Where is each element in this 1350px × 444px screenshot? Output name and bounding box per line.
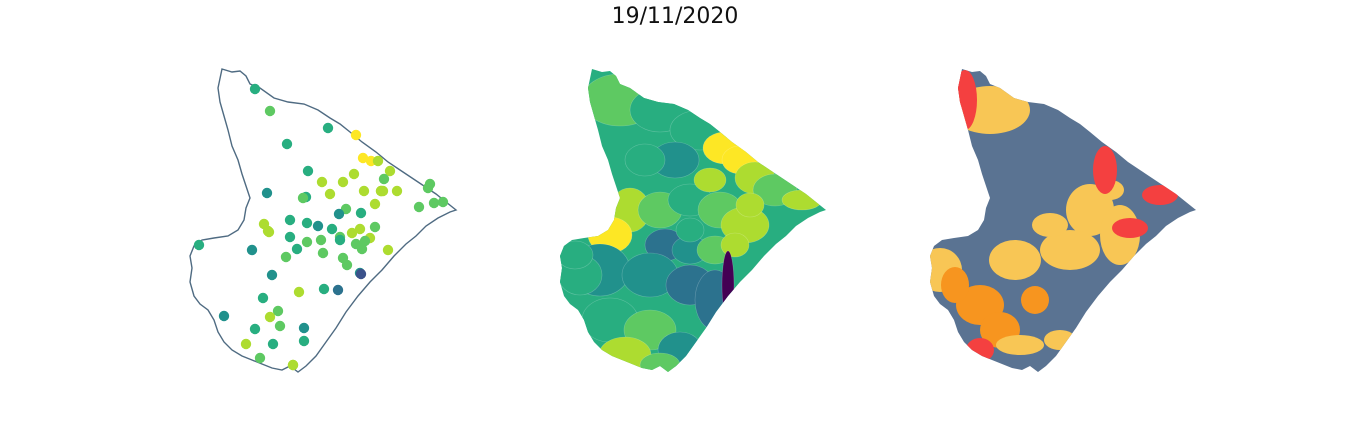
station-point: [334, 234, 346, 246]
municipality-region: [560, 240, 594, 270]
station-point: [346, 227, 358, 239]
station-point: [302, 165, 314, 177]
points-map: [189, 68, 458, 373]
station-point: [369, 221, 381, 233]
station-point: [332, 284, 344, 296]
station-point: [378, 173, 390, 185]
station-point: [298, 322, 310, 334]
station-point: [240, 338, 252, 350]
station-point: [264, 105, 276, 117]
station-point: [315, 234, 327, 246]
municipality-class-region: [953, 70, 977, 130]
station-point: [350, 129, 362, 141]
station-point: [341, 259, 353, 271]
municipality-class-region: [966, 338, 994, 362]
station-point: [356, 243, 368, 255]
municipality-region: [781, 189, 823, 211]
municipality-class-region: [941, 267, 969, 303]
station-point: [422, 182, 434, 194]
municipality-class-region: [1032, 213, 1068, 237]
station-point: [359, 235, 371, 247]
station-point: [272, 305, 284, 317]
station-point: [193, 239, 205, 251]
station-point: [369, 198, 381, 210]
class-map: [930, 69, 1196, 372]
station-point: [264, 311, 276, 323]
station-point: [354, 223, 366, 235]
municipality-region: [720, 232, 750, 258]
station-point: [281, 138, 293, 150]
points-map-panel: [180, 60, 470, 390]
station-point: [266, 269, 278, 281]
station-point: [293, 286, 305, 298]
station-point: [337, 176, 349, 188]
municipality-region: [693, 167, 727, 193]
station-point: [261, 187, 273, 199]
municipality-layer: [560, 69, 826, 372]
station-point: [413, 201, 425, 213]
municipality-region: [721, 250, 735, 320]
station-point: [355, 207, 367, 219]
municipality-class-layer: [930, 69, 1196, 372]
class-map-panel: [920, 60, 1210, 390]
station-point: [317, 247, 329, 259]
station-point: [316, 176, 328, 188]
station-point: [284, 231, 296, 243]
station-point: [274, 320, 286, 332]
station-point: [437, 196, 449, 208]
station-point: [357, 152, 369, 164]
station-point: [249, 83, 261, 95]
station-point: [375, 185, 387, 197]
choropleth-map-panel: [550, 60, 840, 390]
municipality-class-region: [1044, 330, 1076, 350]
figure-title: 19/11/2020: [611, 4, 739, 29]
station-point: [333, 208, 345, 220]
station-point: [301, 236, 313, 248]
station-point: [312, 220, 324, 232]
municipality-region: [735, 192, 765, 218]
station-point: [218, 310, 230, 322]
municipality-region: [639, 352, 681, 372]
station-point: [355, 268, 367, 280]
station-point: [382, 244, 394, 256]
station-point: [301, 217, 313, 229]
station-point: [318, 283, 330, 295]
station-point: [358, 185, 370, 197]
municipality-region: [675, 217, 705, 243]
station-point: [298, 335, 310, 347]
station-point: [324, 188, 336, 200]
station-point: [348, 168, 360, 180]
station-point: [287, 359, 299, 371]
station-point: [297, 192, 309, 204]
station-point: [322, 122, 334, 134]
station-point: [249, 323, 261, 335]
station-point: [284, 214, 296, 226]
station-point: [267, 338, 279, 350]
municipality-class-region: [1021, 286, 1049, 314]
station-point: [246, 244, 258, 256]
municipality-region: [624, 143, 666, 177]
state-outline: [189, 68, 458, 373]
station-point: [291, 243, 303, 255]
municipality-class-region: [996, 335, 1044, 355]
station-point: [384, 165, 396, 177]
station-point: [254, 352, 266, 364]
municipality-class-region: [989, 240, 1041, 280]
municipality-class-region: [1093, 146, 1117, 194]
station-point: [263, 226, 275, 238]
station-point: [391, 185, 403, 197]
municipality-class-region: [1112, 218, 1148, 238]
station-point: [372, 155, 384, 167]
municipality-class-region: [1040, 230, 1100, 270]
municipality-class-region: [1142, 185, 1178, 205]
choropleth-map: [560, 69, 826, 372]
station-point: [280, 251, 292, 263]
station-point: [428, 197, 440, 209]
station-point: [326, 223, 338, 235]
station-point: [257, 292, 269, 304]
